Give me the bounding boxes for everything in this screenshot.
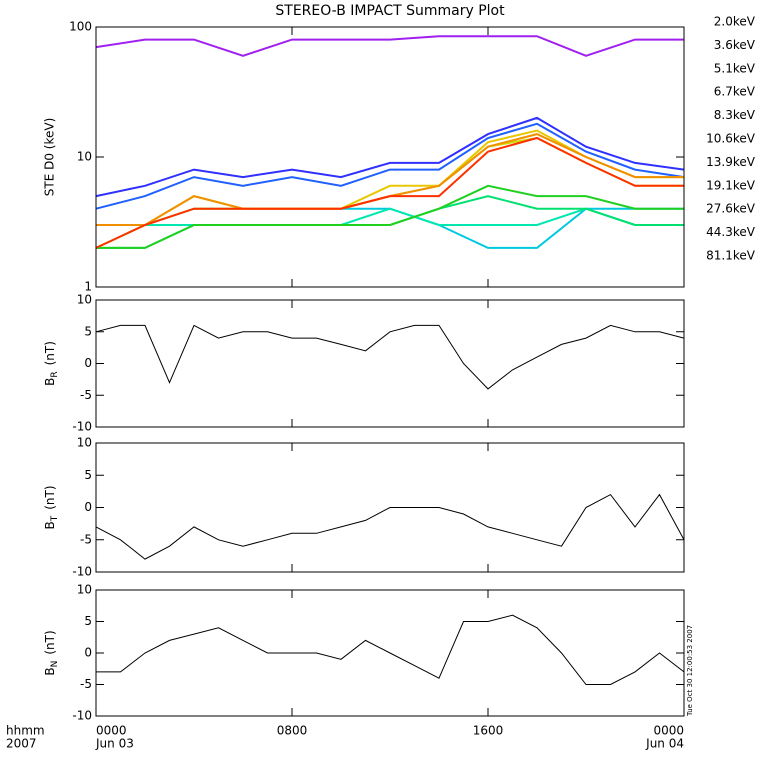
x-tick-label: 0000 xyxy=(653,724,684,738)
y-tick-label: -5 xyxy=(80,532,92,546)
data-line xyxy=(96,129,684,226)
y-tick-label: -5 xyxy=(80,677,92,691)
y-axis-label: STE D0 (keV) xyxy=(43,118,57,197)
chart-title: STEREO-B IMPACT Summary Plot xyxy=(275,3,505,19)
data-line xyxy=(96,614,685,685)
y-tick-label: 10 xyxy=(77,436,92,450)
legend-label: 6.7keV xyxy=(714,85,756,99)
y-tick-label: 5 xyxy=(84,468,92,482)
date-label: Jun 04 xyxy=(645,737,684,751)
data-line xyxy=(96,184,684,249)
y-tick-label: 100 xyxy=(69,20,92,34)
y-tick-label: 5 xyxy=(84,324,92,338)
y-tick-label: 5 xyxy=(84,614,92,628)
y-tick-label: 1 xyxy=(84,280,92,294)
y-label-sub: T xyxy=(50,515,60,522)
y-label-main: B xyxy=(43,378,57,386)
legend-label: 19.1keV xyxy=(706,178,756,192)
legend-label: 5.1keV xyxy=(714,61,756,75)
y-tick-label: 10 xyxy=(77,583,92,597)
y-tick-label: 0 xyxy=(84,646,92,660)
y-tick-label: 0 xyxy=(84,356,92,370)
plot-frame xyxy=(95,26,685,288)
y-tick-label: -10 xyxy=(72,709,92,723)
date-label: Jun 03 xyxy=(95,737,134,751)
data-line xyxy=(95,122,685,210)
y-tick-label: 10 xyxy=(77,293,92,307)
y-tick-label: 0 xyxy=(84,500,92,514)
y-label-unit: (nT) xyxy=(43,341,57,365)
x-tick-label: 0000 xyxy=(96,724,127,738)
y-tick-label: -5 xyxy=(80,388,92,402)
y-tick-label: 10 xyxy=(77,150,92,164)
y-axis-label: BT (nT) xyxy=(43,485,60,529)
data-line xyxy=(95,35,684,57)
y-axis-label: BN (nT) xyxy=(43,630,60,675)
legend-label: 10.6keV xyxy=(706,132,756,146)
legend-label: 2.0keV xyxy=(714,15,756,29)
axis-caption: hhmm xyxy=(6,724,45,738)
plot-frame xyxy=(95,299,685,428)
x-tick-label: 1600 xyxy=(473,724,504,738)
legend-label: 3.6keV xyxy=(714,38,756,52)
data-line xyxy=(95,116,685,198)
y-label-main: B xyxy=(43,521,57,529)
x-tick-label: 0800 xyxy=(277,724,308,738)
y-label-unit: (nT) xyxy=(43,630,57,654)
y-label-main: B xyxy=(43,667,57,675)
y-tick-label: -10 xyxy=(72,565,92,579)
data-line xyxy=(95,136,684,249)
y-axis-label: BR (nT) xyxy=(43,341,60,386)
legend-label: 81.1keV xyxy=(706,249,756,263)
data-line xyxy=(96,195,684,249)
legend-label: 44.3keV xyxy=(706,225,756,239)
legend-label: 8.3keV xyxy=(714,108,756,122)
data-line xyxy=(95,493,685,560)
legend-label: 13.9keV xyxy=(706,155,756,169)
data-line xyxy=(95,207,684,249)
data-line xyxy=(95,324,685,390)
y-label-unit: (nT) xyxy=(43,485,57,509)
legend-label: 27.6keV xyxy=(706,202,756,216)
y-label-sub: R xyxy=(50,371,60,377)
data-line xyxy=(96,207,684,249)
y-tick-label: -10 xyxy=(72,420,92,434)
y-label-sub: N xyxy=(50,661,60,668)
axis-caption: 2007 xyxy=(6,737,37,751)
timestamp: Tue Oct 30 12:00:53 2007 xyxy=(686,625,694,717)
